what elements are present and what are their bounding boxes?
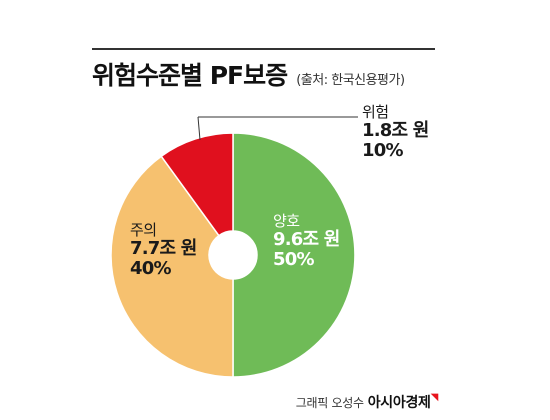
label-위험: 위험 1.8조 원 10% [362, 103, 429, 161]
label-양호: 양호 9.6조 원 50% [273, 212, 340, 270]
slice-위험 [160, 132, 234, 237]
chart-source: (출처: 한국신용평가) [296, 73, 405, 88]
slice-양호 [232, 132, 356, 378]
slice-value-주의: 7.7조 원 [130, 237, 197, 259]
slice-percent-양호: 50% [273, 248, 314, 270]
brand-mark-icon: ◥ [430, 392, 439, 403]
slice-주의 [110, 155, 234, 378]
slice-value-위험: 1.8조 원 [362, 119, 429, 141]
slice-percent-위험: 10% [362, 139, 403, 161]
slice-value-양호: 9.6조 원 [273, 228, 340, 250]
title-rule [92, 48, 435, 50]
title-row: 위험수준별 PF보증 (출처: 한국신용평가) [92, 56, 452, 90]
leader-line-위험 [197, 116, 201, 141]
slice-name-위험: 위험 [362, 103, 389, 121]
credit: 그래픽 오성수 아시아경제◥ [295, 392, 439, 412]
slice-percent-주의: 40% [130, 257, 171, 279]
chart-title: 위험수준별 PF보증 [92, 61, 288, 90]
brand-logo: 아시아경제 [367, 395, 431, 411]
slice-name-양호: 양호 [273, 212, 300, 230]
credit-text: 그래픽 오성수 [295, 396, 364, 410]
label-주의: 주의 7.7조 원 40% [130, 221, 197, 279]
slice-name-주의: 주의 [130, 221, 157, 239]
